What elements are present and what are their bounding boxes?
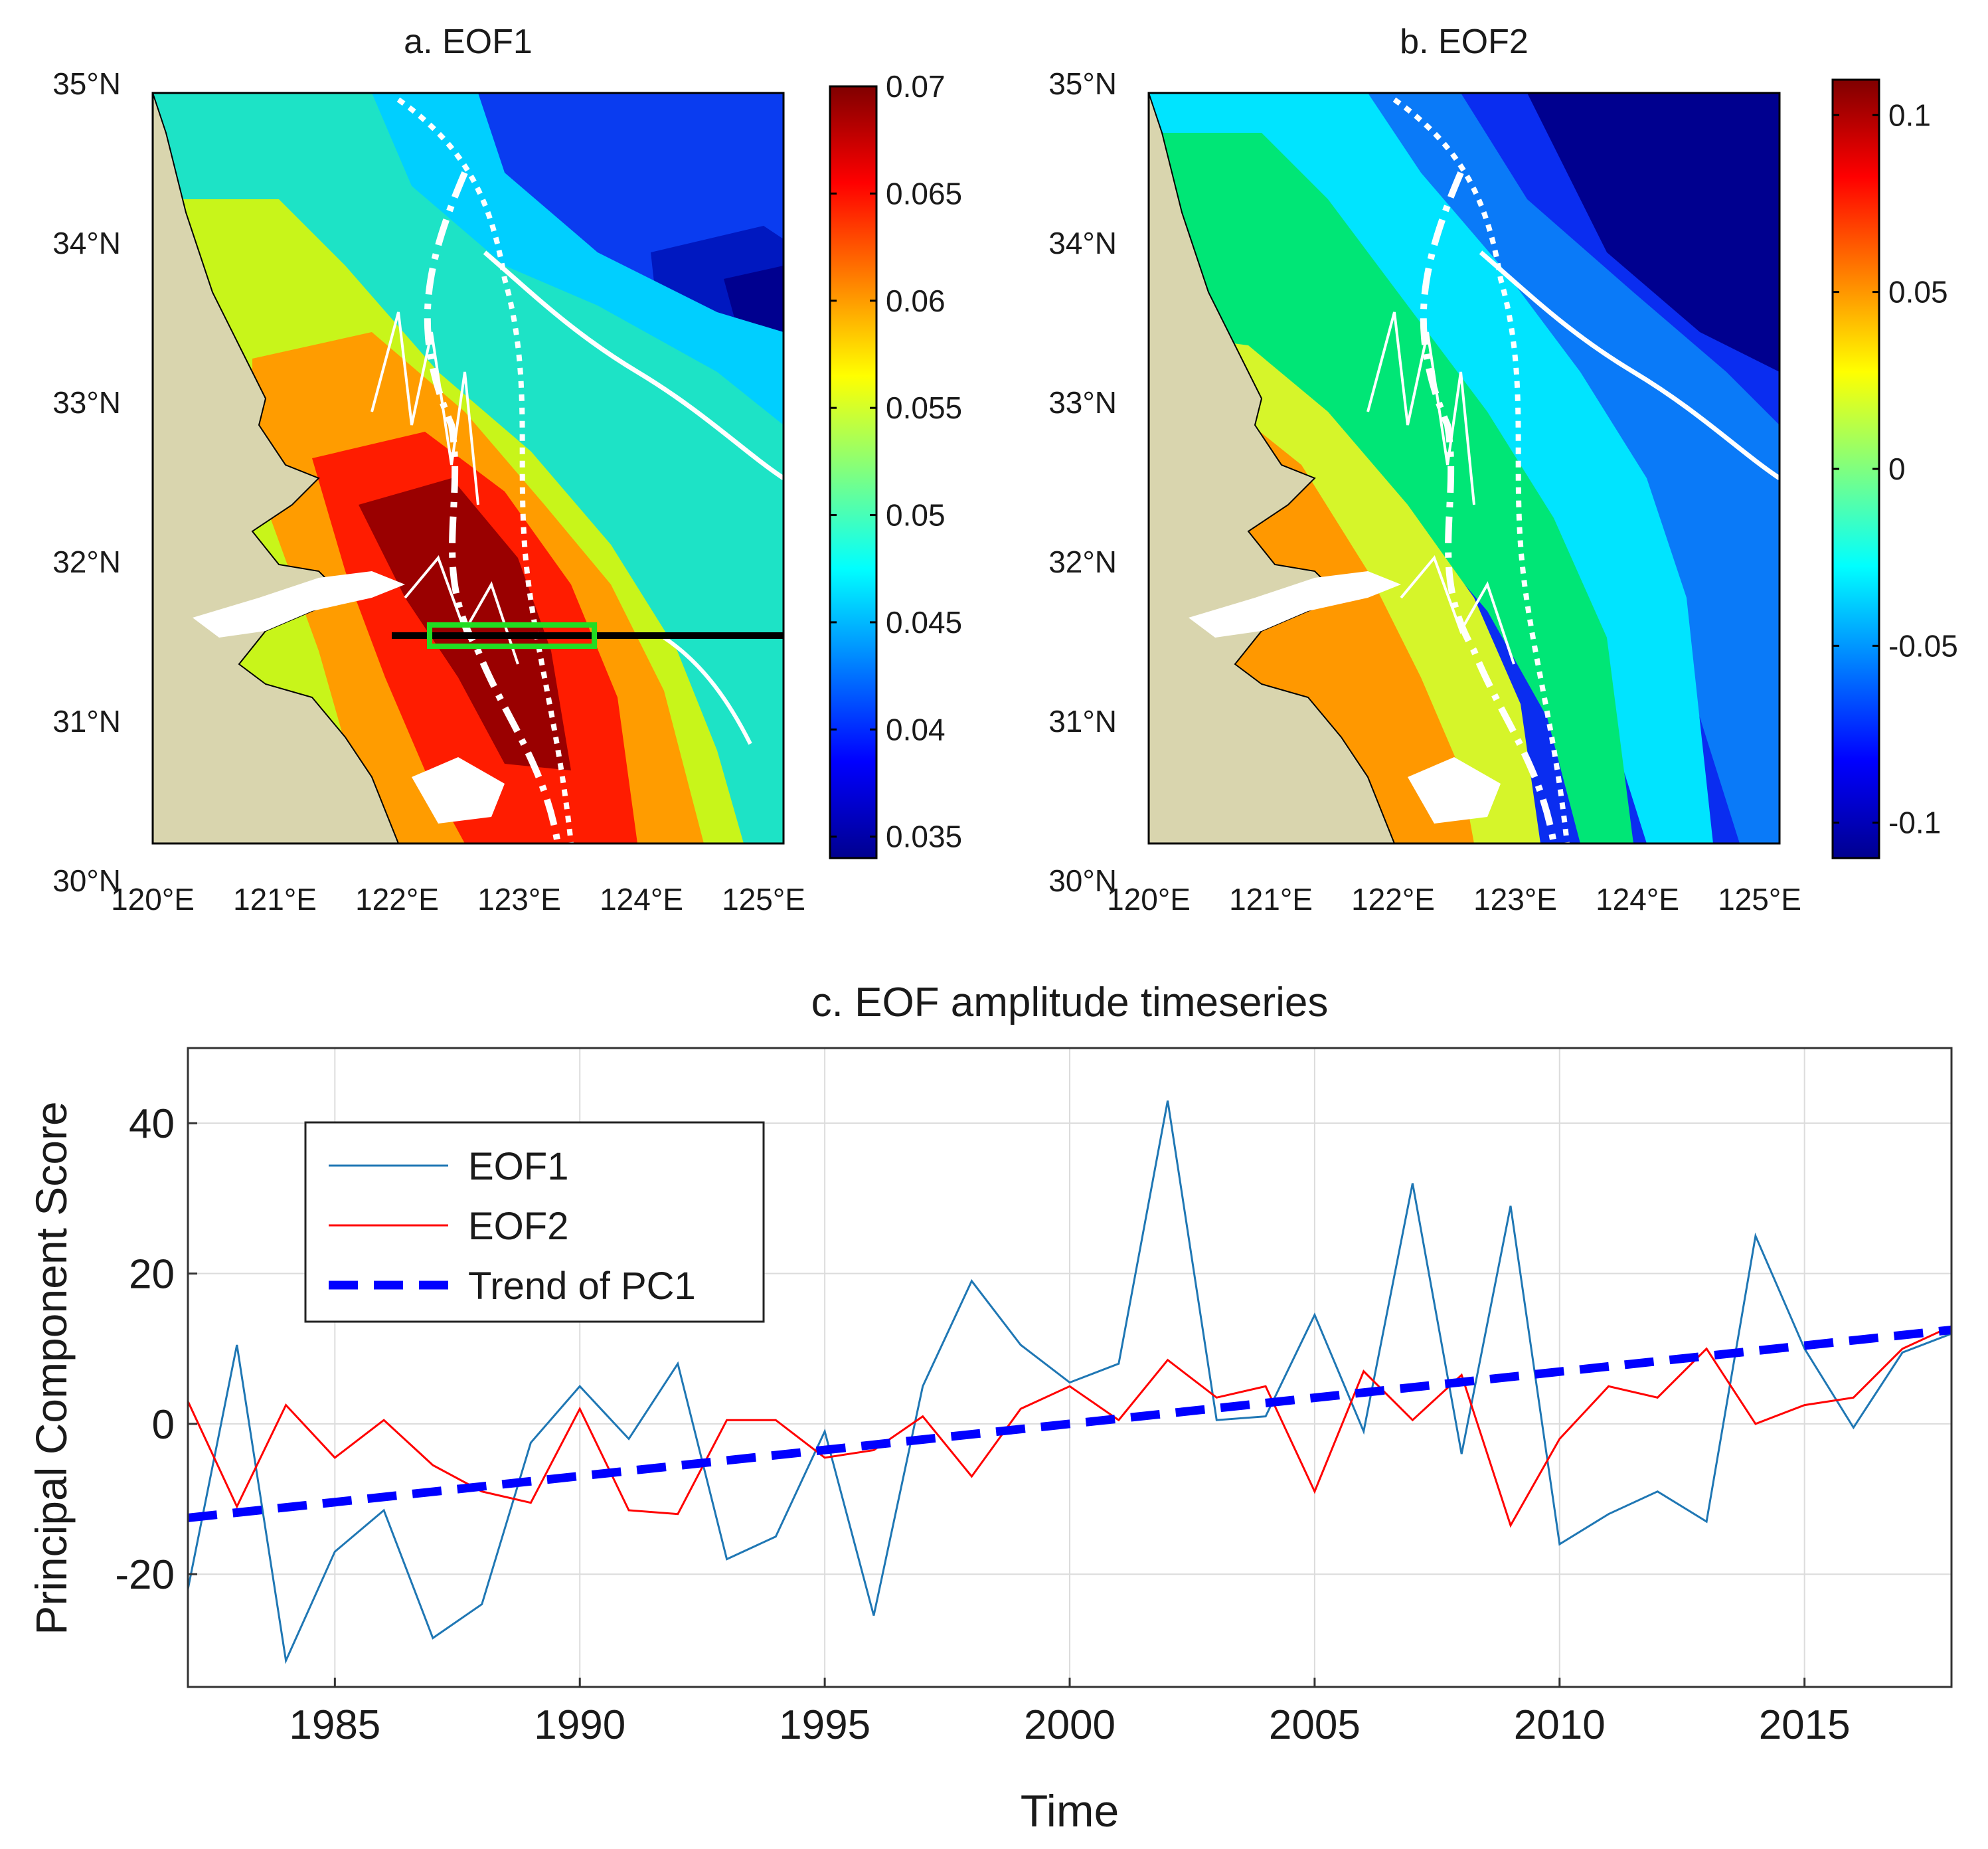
- legend-label-trend: Trend of PC1: [468, 1265, 696, 1308]
- panel-b-lat-tick: 31°N: [1048, 704, 1117, 739]
- panel-a-frame: [151, 92, 785, 845]
- panel-c: c. EOF amplitude timeseries 1985 1990 1995…: [27, 980, 1953, 1836]
- panel-a-lat-axis: 35°N 34°N 33°N 32°N 31°N 30°N: [52, 66, 121, 898]
- eof1-line: [188, 1100, 1951, 1664]
- y-tick-label: 0: [152, 1402, 175, 1448]
- panel-b-colorbar-ticks: 0.1 0.05 0 -0.05 -0.1: [1833, 98, 1958, 840]
- x-tick-label: 2015: [1759, 1702, 1851, 1748]
- panel-a-isobath-solid-2: [663, 636, 752, 745]
- panel-b-lon-tick: 123°E: [1473, 882, 1557, 917]
- panel-b: b. EOF2 35°N 34°N 33°N 32°N 31°N: [1048, 23, 1958, 917]
- colorbar-tick-label: 0.07: [886, 69, 946, 104]
- panel-b-frame: [1147, 92, 1781, 845]
- panel-b-lon-tick: 124°E: [1596, 882, 1679, 917]
- panel-a-lon-tick: 125°E: [722, 882, 805, 917]
- panel-a-title: a. EOF1: [404, 23, 533, 61]
- x-tick-label: 1995: [779, 1702, 870, 1748]
- panel-c-xlabel: Time: [1021, 1786, 1119, 1836]
- panel-a-colorbar-ticks: 0.07 0.065 0.06 0.055 0.05 0.045 0.04 0.035: [830, 69, 962, 854]
- panel-a-lat-tick: 32°N: [52, 545, 121, 579]
- legend-label-eof2: EOF2: [468, 1205, 569, 1248]
- pc1-trend-line: [188, 1325, 1951, 1522]
- panel-a-land: [153, 93, 400, 843]
- panel-b-lon-tick: 120°E: [1107, 882, 1191, 917]
- panel-b-lat-tick: 32°N: [1048, 545, 1117, 579]
- panel-b-lon-axis: 120°E 121°E 122°E 123°E 124°E 125°E: [1107, 882, 1801, 917]
- panel-b-lat-tick: 30°N: [1048, 863, 1117, 898]
- panel-a-lon-tick: 122°E: [355, 882, 439, 917]
- panel-b-lon-tick: 122°E: [1351, 882, 1435, 917]
- panel-c-series: [188, 1100, 1951, 1664]
- panel-a: a. EOF1 35°N 34°N 33: [52, 23, 962, 917]
- panel-b-map: [1149, 93, 1780, 843]
- panel-b-tidal-ridges: [1367, 311, 1515, 665]
- panel-a-estuary: [193, 571, 405, 638]
- colorbar-tick-label: 0.065: [886, 176, 962, 211]
- panel-b-lat-tick: 35°N: [1048, 66, 1117, 101]
- colorbar-tick-label: 0.05: [886, 498, 946, 533]
- legend-label-eof1: EOF1: [468, 1145, 569, 1188]
- x-tick-label: 1985: [289, 1702, 380, 1748]
- colorbar-tick-label: 0.045: [886, 605, 962, 640]
- panel-a-lon-tick: 123°E: [477, 882, 561, 917]
- panel-a-isobath-dashdot: [424, 171, 561, 843]
- panel-b-lat-axis: 35°N 34°N 33°N 32°N 31°N 30°N: [1048, 66, 1117, 898]
- colorbar-tick-label: 0.035: [886, 820, 962, 854]
- x-tick-label: 2010: [1514, 1702, 1606, 1748]
- panel-a-lat-tick: 31°N: [52, 704, 121, 739]
- panel-a-colorbar: 0.07 0.065 0.06 0.055 0.05 0.045 0.04 0.035: [829, 69, 962, 859]
- panel-c-ylabel: Principal Component Score: [27, 1101, 76, 1634]
- panel-b-lat-tick: 33°N: [1048, 385, 1117, 420]
- eof2-line: [188, 1325, 1951, 1528]
- panel-b-isobath-solid: [1479, 250, 1780, 480]
- panel-a-lat-tick: 35°N: [52, 66, 121, 101]
- colorbar-tick-label: 0.04: [886, 712, 946, 747]
- panel-b-isobath-dashdot: [1420, 171, 1557, 843]
- panel-c-x-axis: 1985 1990 1995 2000 2005 2010 2015: [289, 1678, 1851, 1748]
- x-tick-label: 1990: [534, 1702, 625, 1748]
- colorbar-tick-label: -0.05: [1888, 628, 1958, 663]
- panel-a-study-box: [427, 622, 597, 649]
- panel-a-lon-tick: 121°E: [233, 882, 317, 917]
- colorbar-tick-label: 0.1: [1888, 98, 1931, 132]
- y-tick-label: 40: [129, 1101, 175, 1147]
- panel-b-title: b. EOF2: [1400, 23, 1529, 61]
- panel-a-map: [153, 93, 784, 843]
- colorbar-tick-label: -0.1: [1888, 806, 1941, 840]
- panel-a-isobath-dotted: [396, 97, 574, 843]
- panel-a-lon-axis: 120°E 121°E 122°E 123°E 124°E 125°E: [111, 882, 805, 917]
- panel-b-land: [1149, 93, 1396, 843]
- y-tick-label: -20: [115, 1552, 175, 1598]
- panel-a-colorbar-gradient: [829, 85, 878, 859]
- panel-b-min-zone: [1527, 93, 1780, 372]
- panel-c-title: c. EOF amplitude timeseries: [811, 980, 1329, 1025]
- panel-b-lat-tick: 34°N: [1048, 226, 1117, 260]
- panel-a-tidal-ridges: [371, 311, 519, 665]
- panel-b-lon-tick: 121°E: [1229, 882, 1313, 917]
- y-tick-label: 20: [129, 1252, 175, 1298]
- panel-a-lat-tick: 34°N: [52, 226, 121, 260]
- panel-b-colorbar-gradient: [1831, 78, 1880, 859]
- panel-a-lon-tick: 120°E: [111, 882, 195, 917]
- panel-b-island: [1408, 757, 1501, 824]
- x-tick-label: 2005: [1269, 1702, 1361, 1748]
- panel-b-colorbar: 0.1 0.05 0 -0.05 -0.1: [1831, 78, 1958, 859]
- colorbar-tick-label: 0.05: [1888, 275, 1948, 309]
- x-tick-label: 2000: [1024, 1702, 1116, 1748]
- panel-b-lon-tick: 125°E: [1718, 882, 1801, 917]
- panel-a-lat-tick: 33°N: [52, 385, 121, 420]
- panel-a-lon-tick: 124°E: [600, 882, 683, 917]
- panel-a-isobath-solid: [483, 250, 784, 480]
- colorbar-tick-label: 0: [1888, 452, 1906, 486]
- panel-a-island: [412, 757, 505, 824]
- colorbar-tick-label: 0.06: [886, 284, 946, 318]
- panel-b-isobath-dotted: [1392, 97, 1570, 843]
- panel-c-y-axis: -20 0 20 40: [115, 1101, 197, 1598]
- panel-a-lat-tick: 30°N: [52, 863, 121, 898]
- panel-b-estuary: [1189, 571, 1401, 638]
- colorbar-tick-label: 0.055: [886, 391, 962, 425]
- panel-c-legend: EOF1 EOF2 Trend of PC1: [304, 1121, 765, 1323]
